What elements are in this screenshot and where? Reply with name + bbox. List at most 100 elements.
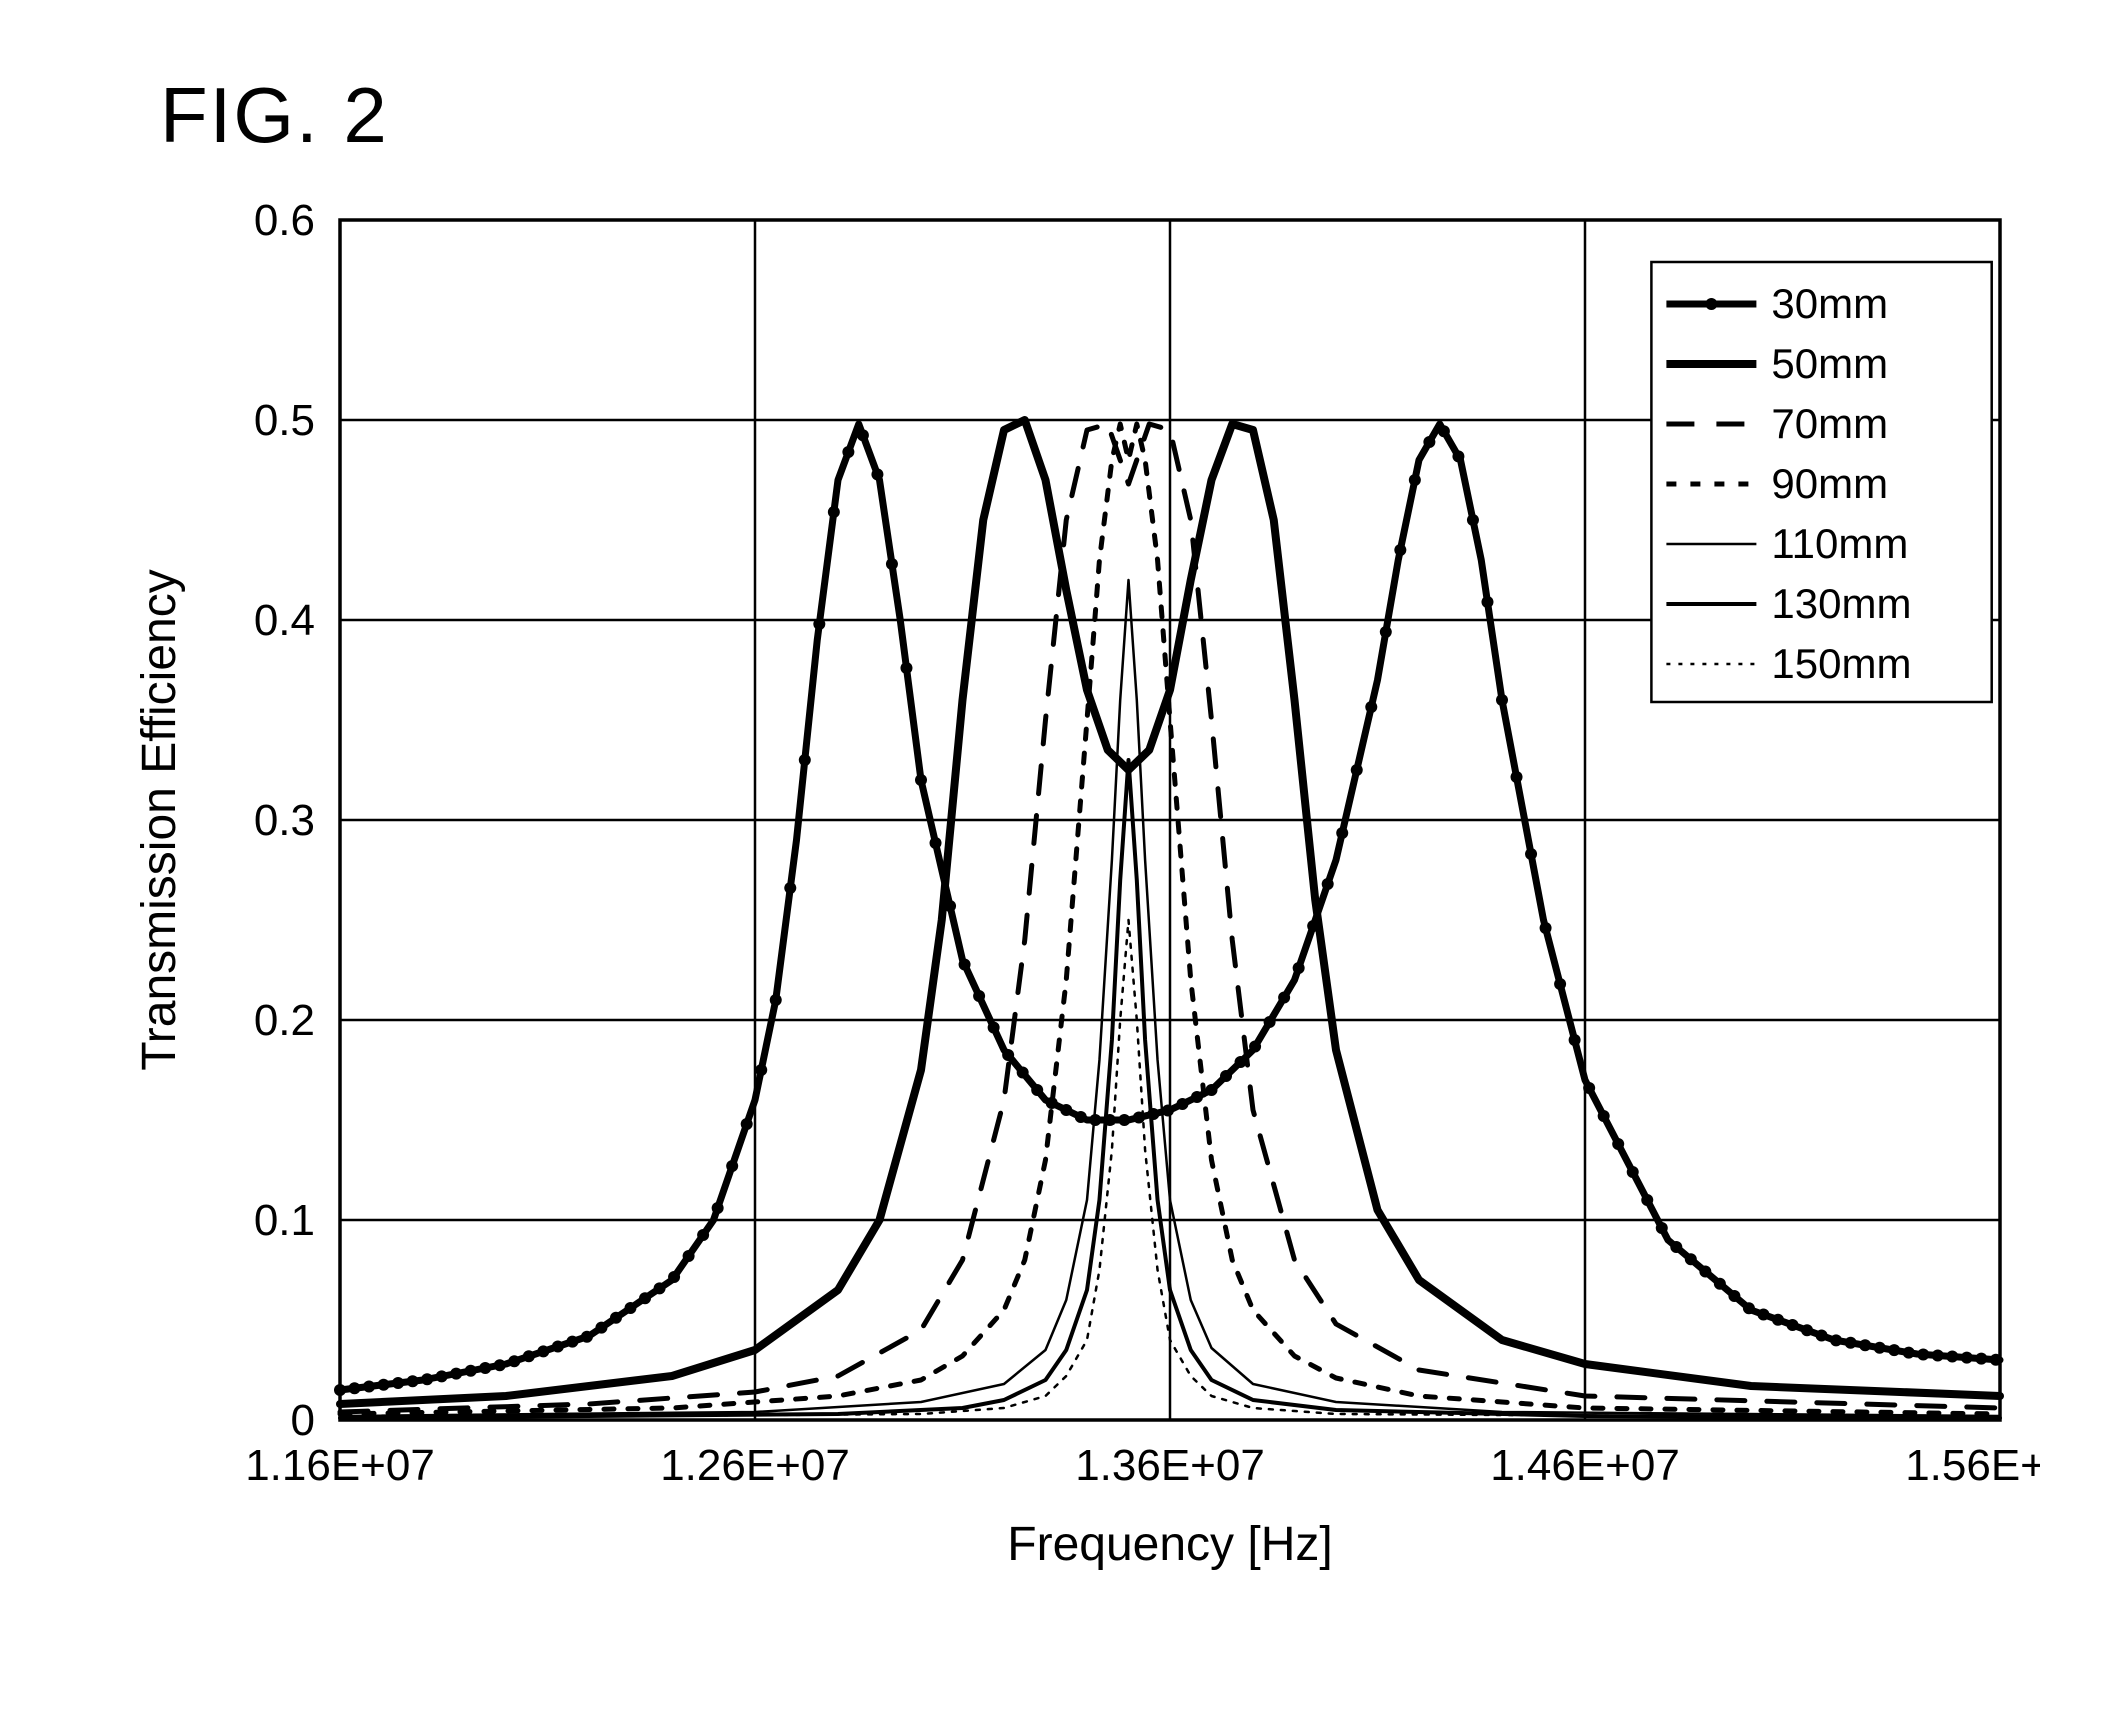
series-marker (1932, 1350, 1944, 1362)
series-marker (915, 774, 927, 786)
series-marker (1481, 596, 1493, 608)
series-marker (1772, 1314, 1784, 1326)
legend-label: 110mm (1771, 520, 1908, 567)
series-marker (1569, 1034, 1581, 1046)
legend-marker (1705, 298, 1717, 310)
series-marker (668, 1271, 680, 1283)
series-marker (363, 1381, 375, 1393)
series-marker (1496, 694, 1508, 706)
x-axis-label: Frequency [Hz] (1007, 1518, 1332, 1571)
series-marker (1946, 1351, 1958, 1363)
series-marker (494, 1359, 506, 1371)
series-marker (857, 429, 869, 441)
series-marker (1540, 922, 1552, 934)
series-marker (1685, 1253, 1697, 1265)
series-marker (1467, 514, 1479, 526)
series-marker (1060, 1104, 1072, 1116)
series-marker (436, 1370, 448, 1382)
y-tick-label: 0 (291, 1396, 315, 1445)
series-marker (523, 1350, 535, 1362)
series-marker (930, 837, 942, 849)
figure-title: FIG. 2 (160, 70, 389, 161)
series-marker (1699, 1266, 1711, 1278)
y-axis-label: Transmission Efficiency (133, 569, 186, 1071)
series-marker (537, 1345, 549, 1357)
series-marker (828, 506, 840, 518)
series-marker (1641, 1194, 1653, 1206)
series-marker (639, 1292, 651, 1304)
series-marker (1293, 962, 1305, 974)
x-tick-label: 1.26E+07 (660, 1441, 850, 1490)
chart-container: 0 0.1 0.2 0.3 0.4 0.5 0.6 1.16E+07 1.26E+07 1.36E… (90, 190, 2040, 1640)
series-marker (712, 1202, 724, 1214)
series-marker (552, 1341, 564, 1353)
series-marker (1409, 474, 1421, 486)
series-marker (900, 662, 912, 674)
legend-label: 30mm (1771, 280, 1888, 327)
series-marker (1961, 1352, 1973, 1364)
series-marker (1874, 1342, 1886, 1354)
page: FIG. 2 0 0.1 0.2 0.3 0.4 0.5 0.6 1.16E+07 1.26E+… (0, 0, 2126, 1723)
series-marker (1845, 1337, 1857, 1349)
series-marker (508, 1355, 520, 1367)
series-marker (334, 1384, 346, 1396)
series-marker (1176, 1098, 1188, 1110)
series-marker (842, 446, 854, 458)
series-marker (1990, 1354, 2002, 1366)
series-marker (465, 1365, 477, 1377)
series-marker (1757, 1309, 1769, 1321)
series-marker (1816, 1330, 1828, 1342)
series-marker (813, 618, 825, 630)
series-marker (1322, 878, 1334, 890)
series-marker (1656, 1222, 1668, 1234)
series-marker (1394, 544, 1406, 556)
series-marker (1598, 1110, 1610, 1122)
series-marker (799, 754, 811, 766)
series-marker (654, 1282, 666, 1294)
x-tick-label: 1.36E+07 (1075, 1441, 1265, 1490)
y-tick-label: 0.3 (254, 796, 315, 845)
legend-label: 150mm (1771, 640, 1911, 687)
series-marker (1888, 1344, 1900, 1356)
series-marker (871, 468, 883, 480)
series-marker (1206, 1084, 1218, 1096)
series-marker (1002, 1049, 1014, 1061)
series-marker (1423, 436, 1435, 448)
y-tick-label: 0.2 (254, 996, 315, 1045)
series-marker (959, 959, 971, 971)
series-marker (1511, 771, 1523, 783)
series-marker (770, 994, 782, 1006)
series-marker (1278, 992, 1290, 1004)
legend-label: 130mm (1771, 580, 1911, 627)
series-marker (479, 1362, 491, 1374)
series-marker (1191, 1091, 1203, 1103)
series-marker (1714, 1278, 1726, 1290)
series-marker (407, 1375, 419, 1387)
series-marker (1554, 978, 1566, 990)
legend-label: 70mm (1771, 400, 1888, 447)
series-marker (886, 558, 898, 570)
series-marker (1017, 1067, 1029, 1079)
series-marker (1351, 764, 1363, 776)
series-marker (349, 1382, 361, 1394)
series-marker (1118, 1114, 1130, 1126)
series-marker (1525, 848, 1537, 860)
y-tick-label: 0.6 (254, 196, 315, 245)
series-marker (1031, 1084, 1043, 1096)
series-marker (1728, 1290, 1740, 1302)
y-tick-label: 0.1 (254, 1196, 315, 1245)
series-marker (1627, 1166, 1639, 1178)
series-marker (1249, 1041, 1261, 1053)
series-marker (1801, 1324, 1813, 1336)
series-marker (1583, 1082, 1595, 1094)
series-marker (581, 1331, 593, 1343)
x-tick-label: 1.16E+07 (245, 1441, 435, 1490)
series-marker (1743, 1302, 1755, 1314)
series-marker (988, 1022, 1000, 1034)
series-marker (1830, 1334, 1842, 1346)
x-tick-label: 1.56E+07 (1905, 1441, 2040, 1490)
series-marker (973, 990, 985, 1002)
y-tick-label: 0.4 (254, 596, 315, 645)
y-tick-label: 0.5 (254, 396, 315, 445)
series-marker (1162, 1105, 1174, 1117)
